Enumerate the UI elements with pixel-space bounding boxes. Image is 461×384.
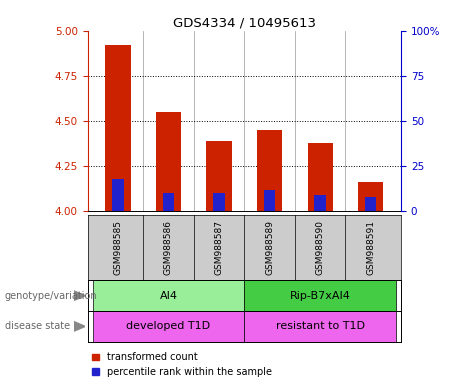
Bar: [93, 280, 244, 311]
Bar: [365, 197, 377, 211]
Bar: [257, 130, 282, 211]
Bar: [163, 193, 174, 211]
Bar: [156, 112, 181, 211]
Bar: [112, 179, 124, 211]
Polygon shape: [74, 291, 85, 301]
Text: genotype/variation: genotype/variation: [5, 291, 97, 301]
Polygon shape: [74, 321, 85, 331]
Text: Rip-B7xAI4: Rip-B7xAI4: [290, 291, 351, 301]
Bar: [307, 142, 333, 211]
Text: GSM988586: GSM988586: [164, 220, 173, 275]
Legend: transformed count, percentile rank within the sample: transformed count, percentile rank withi…: [93, 353, 272, 377]
Bar: [244, 311, 396, 342]
Text: GSM988587: GSM988587: [214, 220, 224, 275]
Bar: [213, 193, 225, 211]
Title: GDS4334 / 10495613: GDS4334 / 10495613: [173, 17, 316, 30]
Text: GSM988590: GSM988590: [316, 220, 325, 275]
Text: resistant to T1D: resistant to T1D: [276, 321, 365, 331]
Text: disease state: disease state: [5, 321, 70, 331]
Bar: [264, 190, 275, 211]
Text: GSM988591: GSM988591: [366, 220, 375, 275]
Bar: [207, 141, 232, 211]
Text: developed T1D: developed T1D: [126, 321, 211, 331]
Bar: [314, 195, 326, 211]
Bar: [358, 182, 384, 211]
Bar: [93, 311, 244, 342]
Text: GSM988589: GSM988589: [265, 220, 274, 275]
Bar: [244, 280, 396, 311]
Bar: [105, 45, 130, 211]
Text: GSM988585: GSM988585: [113, 220, 123, 275]
Text: AI4: AI4: [160, 291, 177, 301]
